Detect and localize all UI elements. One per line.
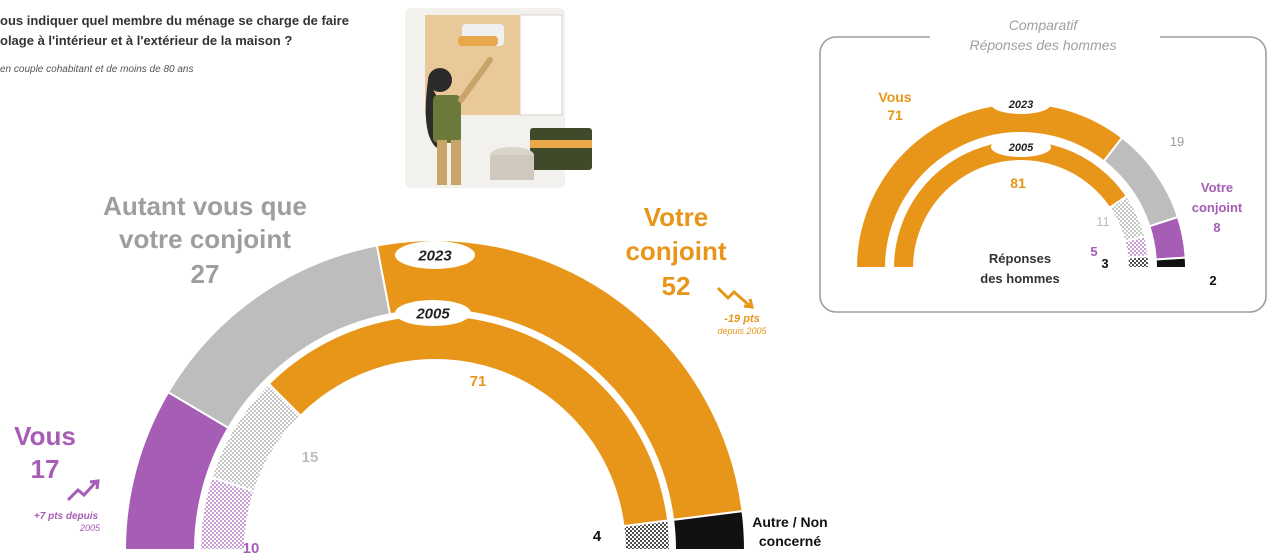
label-autre-line1: Autre / Non [752,514,827,530]
inset-center-line2: des hommes [980,271,1059,286]
main-year-2005: 2005 [415,305,450,322]
main-2005-slice-autre [622,519,672,551]
label-autant-line2: votre conjoint [119,224,291,254]
inset-value-conjoint-2005: 5 [1090,244,1097,259]
inset-label-vous: Vous [878,89,911,105]
value-vous-2005: 10 [243,540,260,557]
label-autre-line2: concerné [759,533,821,549]
annotation-vous-line2: 2005 [79,523,101,533]
inset-2005-slice-autre [1126,254,1151,269]
value-autre: 4 [593,528,602,545]
inset-value-autant-2005: 11 [1096,214,1110,229]
inset-year-2005: 2005 [1008,142,1034,154]
inset-label-conjoint-line1: Votre [1201,180,1233,195]
trend-down-arrowhead-icon [743,298,754,309]
value-autant-2023: 27 [191,259,220,289]
label-conjoint-line1: Votre [644,202,709,232]
question-scope: en couple cohabitant et de moins de 80 a… [0,64,193,75]
inset-label-conjoint-line2: conjoint [1192,200,1243,215]
inset-title-line2: Réponses des hommes [969,37,1116,53]
value-conjoint-2023: 52 [662,271,691,301]
label-conjoint-line2: conjoint [625,236,726,266]
main-year-2023: 2023 [417,247,452,264]
inset-value-vous-2005: 81 [1010,175,1026,191]
trend-up-arrowhead-icon [89,479,100,490]
main-year-2023-bg [395,241,475,269]
inset-year-2023: 2023 [1008,99,1033,111]
inset-value-vous-2023: 71 [887,107,903,123]
main-year-2005-bg [395,300,471,326]
trend-up-icon [66,480,98,502]
annotation-vous-line1: +7 pts depuis [34,511,99,522]
question-line2: olage à l'intérieur et à l'extérieur de … [0,33,292,48]
inset-title-line1: Comparatif [1009,17,1080,33]
inset-value-conjoint-2023: 8 [1213,220,1220,235]
inset-2023-slice-autre [1154,256,1188,269]
label-vous: Vous [14,421,76,451]
painter-illustration [405,8,592,188]
question-line1: ous indiquer quel membre du ménage se ch… [0,13,349,28]
inset-title-mask [930,10,1160,58]
inset-value-autant-2023: 19 [1170,134,1184,149]
value-conjoint-2005: 71 [470,373,487,390]
label-autant-line1: Autant vous que [103,191,307,221]
inset-year-2023-bg [991,94,1051,114]
inset-half-donut-chart: 2023 2005 [854,94,1188,269]
inset-value-autre-2023: 2 [1209,273,1216,288]
annotation-conjoint-line2: depuis 2005 [717,326,767,336]
main-half-donut-chart: 2023 2005 [123,239,747,551]
trend-down-icon [716,286,751,308]
value-vous-2023: 17 [31,454,60,484]
annotation-conjoint-line1: -19 pts [724,313,759,325]
inset-value-autre-2005: 3 [1101,256,1108,271]
value-autant-2005: 15 [302,449,319,466]
inset-center-line1: Réponses [989,251,1051,266]
main-2023-slice-autre [671,510,747,551]
inset-year-2005-bg [991,137,1051,157]
